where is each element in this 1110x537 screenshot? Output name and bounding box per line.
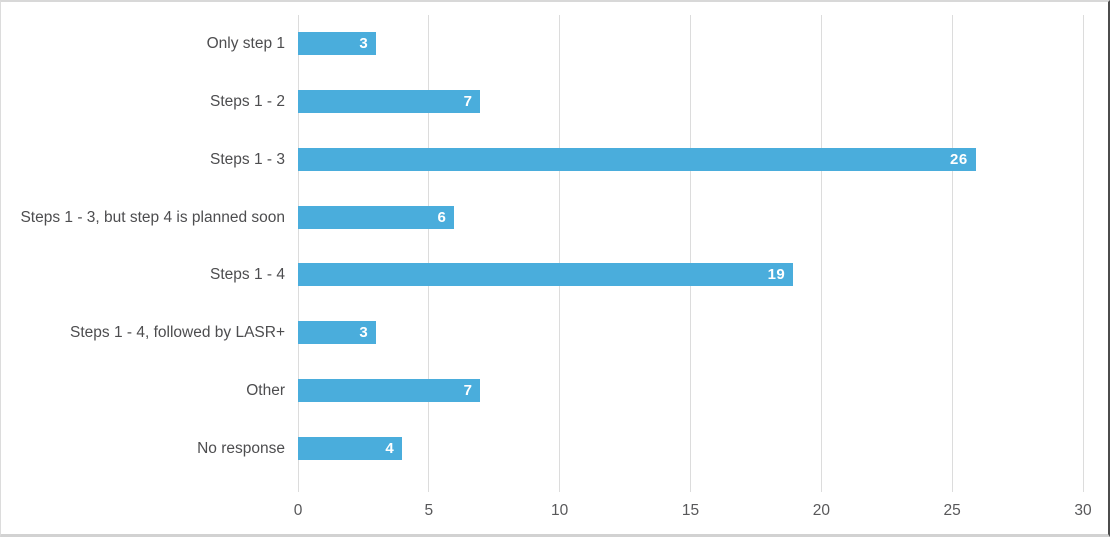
gridline: [951, 15, 953, 492]
bar: 3: [298, 321, 377, 345]
bar-value-label: 26: [950, 150, 968, 168]
bar: 26: [298, 147, 976, 171]
chart-row: Other 7: [1, 362, 1080, 420]
gridline: [690, 15, 691, 492]
bar-value-label: 3: [359, 324, 369, 342]
gridline: [559, 15, 561, 492]
category-label: No response: [197, 439, 285, 457]
chart-rows: Only step 1 3 Steps 1 - 2 7 Steps 1 - 3 26 Ste…: [1, 15, 1080, 477]
bar-track: 3: [298, 321, 1080, 345]
chart-row: Steps 1 - 2 7: [1, 73, 1080, 131]
bar-value-label: 6: [437, 208, 447, 226]
x-tick-label: 15: [681, 502, 700, 519]
bar-track: 7: [298, 378, 1080, 402]
gridline: [428, 15, 430, 492]
chart-row: Steps 1 - 3 26: [1, 131, 1080, 189]
chart-row: No response 4: [1, 419, 1080, 477]
x-tick-label: 0: [293, 502, 303, 519]
bar-value-label: 7: [463, 93, 473, 111]
gridlines: [297, 15, 1084, 492]
category-label: Steps 1 - 3, but step 4 is planned soon: [20, 208, 285, 226]
bar-track: 6: [298, 205, 1080, 229]
x-tick-label: 25: [943, 502, 961, 519]
bar-value-label: 19: [767, 266, 786, 284]
bar: 19: [298, 263, 794, 287]
x-tick-label: 10: [551, 502, 569, 519]
chart-row: Steps 1 - 3, but step 4 is planned soon 6: [1, 188, 1080, 246]
bar-value-label: 7: [463, 381, 473, 399]
category-label: Steps 1 - 3: [210, 150, 285, 168]
bar: 6: [298, 205, 455, 229]
category-label: Steps 1 - 2: [210, 93, 285, 111]
bar: 3: [298, 32, 377, 56]
bar-value-label: 4: [385, 439, 395, 457]
category-label: Steps 1 - 4: [210, 266, 285, 284]
bar-track: 7: [298, 90, 1080, 114]
category-label: Only step 1: [206, 35, 285, 53]
bar: 7: [298, 378, 481, 402]
category-label: Steps 1 - 4, followed by LASR+: [70, 324, 285, 342]
gridline: [297, 15, 299, 492]
bar-track: 19: [298, 263, 1080, 287]
bar-track: 4: [298, 436, 1080, 460]
gridline: [820, 15, 822, 492]
bar-track: 3: [298, 32, 1080, 56]
chart-row: Steps 1 - 4 19: [1, 246, 1080, 304]
category-label: Other: [246, 381, 285, 399]
x-tick-label: 20: [812, 502, 830, 519]
bar: 4: [298, 436, 403, 460]
chart-row: Steps 1 - 4, followed by LASR+ 3: [1, 304, 1080, 362]
x-tick-label: 5: [424, 502, 434, 519]
bar-value-label: 3: [359, 35, 369, 53]
x-axis: 0 5 10 15 20 25 30: [294, 502, 1092, 524]
gridline: [1082, 15, 1084, 492]
bar-track: 26: [298, 147, 1080, 171]
x-tick-label: 30: [1074, 502, 1092, 519]
chart-row: Only step 1 3: [1, 15, 1080, 73]
bar: 7: [298, 90, 481, 114]
